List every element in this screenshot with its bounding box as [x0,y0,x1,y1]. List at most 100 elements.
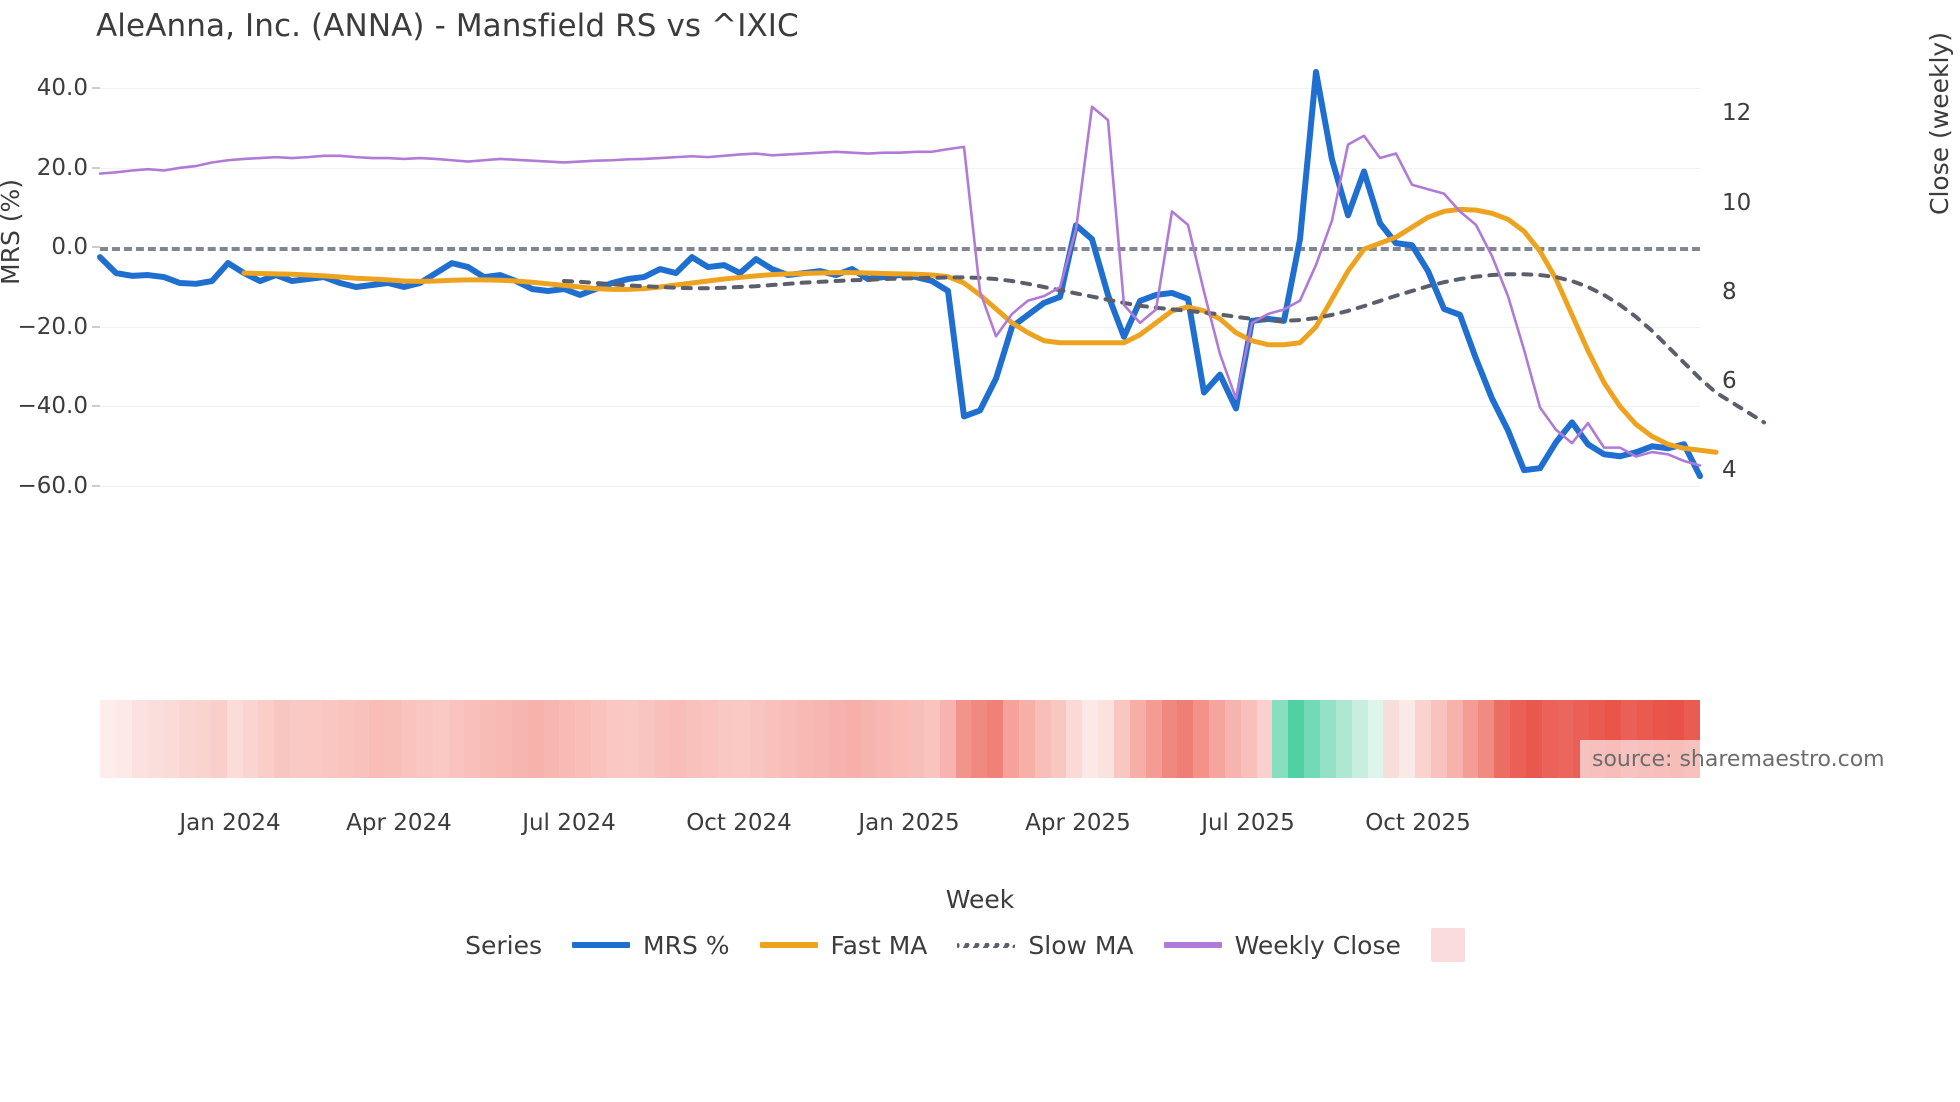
heatstrip-cell [1525,700,1542,778]
heatstrip-cell [749,700,766,778]
heatstrip-cell [1557,700,1574,778]
y-tick-left: 40.0 [36,74,88,101]
legend-label: MRS % [643,930,730,960]
y-tick-left: −60.0 [17,473,88,500]
heatstrip-cell [717,700,734,778]
heatstrip-cell [1272,700,1289,778]
legend-label: Fast MA [830,930,928,960]
zero-reference-line [100,247,1700,252]
series-line-weekly-close [98,105,1702,467]
legend-item[interactable]: Slow MA [957,930,1134,960]
heatstrip-cell [559,700,576,778]
heatstrip-cell [733,700,750,778]
heatstrip-cell [432,700,449,778]
gridline [100,167,1700,169]
heatstrip-cell [575,700,592,778]
heatstrip-cell [1335,700,1352,778]
x-tick-label: Jan 2025 [858,810,960,836]
series-line-slow-ma [562,272,1766,425]
heatstrip-cell [1430,700,1447,778]
heatstrip-cell [131,700,148,778]
legend-item[interactable]: Fast MA [759,930,928,960]
legend: Series MRS % Fast MA Slow MA Weekly Close [0,928,1960,962]
heatstrip-cell [369,700,386,778]
heatstrip-cell [464,700,481,778]
legend-swatch-slow-ma [957,942,1016,948]
heatstrip-cell [543,700,560,778]
series-lines [97,68,1766,480]
legend-items: MRS % Fast MA Slow MA Weekly Close [572,928,1495,962]
heatstrip-cell [1367,700,1384,778]
heatstrip-cell [195,700,211,778]
heatstrip-cell [1351,700,1368,778]
y-tick-mark-left [92,405,100,408]
gridline [100,406,1700,408]
heatstrip-cell [939,700,956,778]
legend-item[interactable]: MRS % [572,931,730,960]
heatstrip-cell [1034,700,1051,778]
heatstrip-cell [511,700,528,778]
heatstrip-cell [765,700,782,778]
plot-area [97,60,1766,510]
heatstrip-cell [1494,700,1511,778]
heatstrip-cell [527,700,544,778]
heatstrip-cell [100,700,116,778]
heatstrip-cell [686,700,703,778]
legend-label: Slow MA [1028,930,1134,960]
y-tick-mark-left [92,86,100,89]
legend-item[interactable]: Weekly Close [1163,930,1401,960]
legend-title: Series [465,930,543,960]
heatstrip-cell [1050,700,1067,778]
heatstrip-cell [987,700,1004,778]
heatstrip-cell [797,700,813,778]
y-axis-left-label: MRS (%) [0,178,25,285]
heatstrip-cell [1383,700,1400,778]
heatstrip-cell [844,700,861,778]
heatstrip-cell [812,700,829,778]
legend-item[interactable] [1430,928,1465,962]
y-tick-mark-left [92,485,100,488]
heatstrip-cell [591,700,607,778]
heatstrip-cell [1209,700,1225,778]
heatstrip-cell [638,700,655,778]
x-axis-label: Week [945,885,1015,914]
heatstrip-cell [448,700,465,778]
legend-label: Weekly Close [1234,930,1401,960]
y-tick-mark-left [92,246,100,249]
heatstrip-cell [1018,700,1035,778]
x-tick-label: Oct 2024 [686,810,792,836]
gridline [100,87,1700,89]
chart-title: AleAnna, Inc. (ANNA) - Mansfield RS vs ^… [96,8,799,44]
y-axis-right-label: Close (weekly) [1925,32,1954,215]
y-tick-right: 4 [1722,456,1737,483]
heatstrip-cell [1082,700,1099,778]
heatstrip-cell [1193,700,1210,778]
y-tick-right: 6 [1722,367,1737,394]
heatstrip-cell [1098,700,1114,778]
heatstrip-cell [860,700,877,778]
heatstrip-cell [258,700,275,778]
heatstrip-cell [1462,700,1479,778]
heatstrip-cell [702,700,718,778]
y-tick-mark-left [92,325,100,328]
heatstrip-cell [1177,700,1194,778]
heatstrip-cell [1446,700,1463,778]
y-tick-right: 12 [1722,100,1752,127]
x-tick-label: Jul 2025 [1201,810,1295,836]
heatstrip-cell [337,700,354,778]
heatstrip-cell [1066,700,1083,778]
heatstrip-cell [971,700,988,778]
y-tick-left: 20.0 [36,154,88,181]
heatstrip-cell [1478,700,1495,778]
heatstrip-cell [1224,700,1241,778]
legend-swatch-weekly-close [1163,942,1222,948]
heatstrip-cell [401,700,417,778]
heatstrip-cell [1319,700,1336,778]
heatstrip-cell [908,700,924,778]
heatstrip-cell [1510,700,1526,778]
heatstrip-cell [242,700,259,778]
heatstrip-cell [385,700,402,778]
gridline [100,326,1700,328]
x-tick-label: Jul 2024 [522,810,616,836]
heatstrip-cell [1288,700,1305,778]
